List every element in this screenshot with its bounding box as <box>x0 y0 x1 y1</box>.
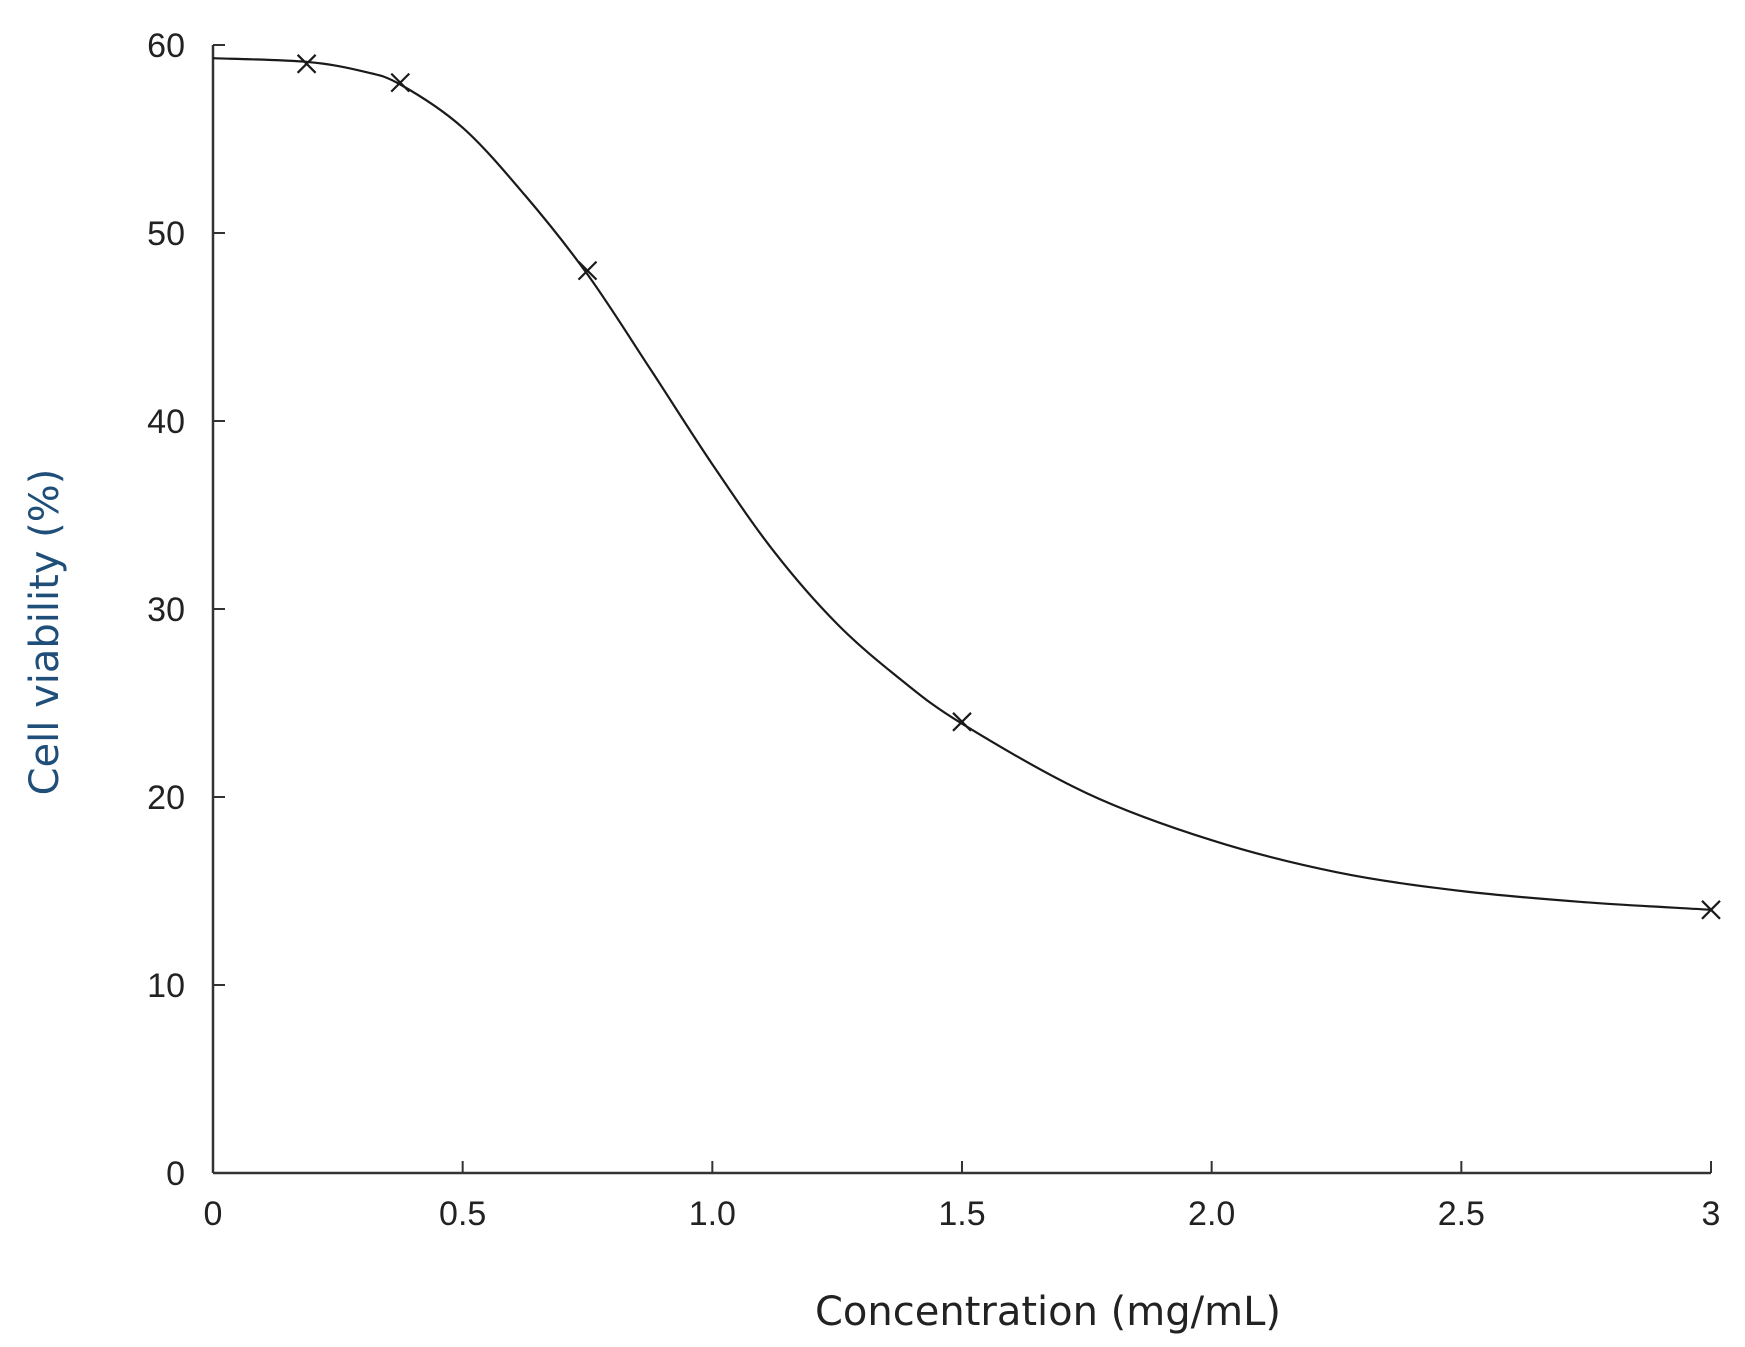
x-tick-label: 3 <box>1702 1195 1721 1233</box>
data-point-marker <box>296 54 317 74</box>
y-tick-label: 50 <box>147 215 185 253</box>
y-tick-label: 0 <box>166 1155 185 1193</box>
x-tick-label: 0 <box>204 1195 223 1233</box>
y-tick-label: 30 <box>147 591 185 629</box>
y-axis-title: Cell viability (%) <box>22 469 68 796</box>
axes <box>211 45 1711 1175</box>
x-axis-title: Concentration (mg/mL) <box>815 1289 1281 1335</box>
y-tick-label: 10 <box>147 967 185 1005</box>
x-tick-label: 1.0 <box>689 1195 736 1233</box>
ticks: 0 10 20 30 40 50 60 0 0.5 1.0 1.5 2.0 2.5 3 <box>147 27 1720 1233</box>
y-tick-label: 60 <box>147 27 185 65</box>
y-tick-label: 40 <box>147 403 185 441</box>
x-tick-label: 2.0 <box>1188 1195 1235 1233</box>
data-point-marker <box>952 712 972 732</box>
y-tick-label: 20 <box>147 779 185 817</box>
data-point-marker <box>1701 900 1721 920</box>
data-point-marker <box>390 72 411 93</box>
x-tick-label: 2.5 <box>1438 1195 1485 1233</box>
fit-curve-line <box>212 57 1712 911</box>
data-point-marker <box>577 260 598 281</box>
series <box>212 54 1721 920</box>
x-tick-label: 1.5 <box>938 1195 985 1233</box>
x-tick-label: 0.5 <box>439 1195 486 1233</box>
